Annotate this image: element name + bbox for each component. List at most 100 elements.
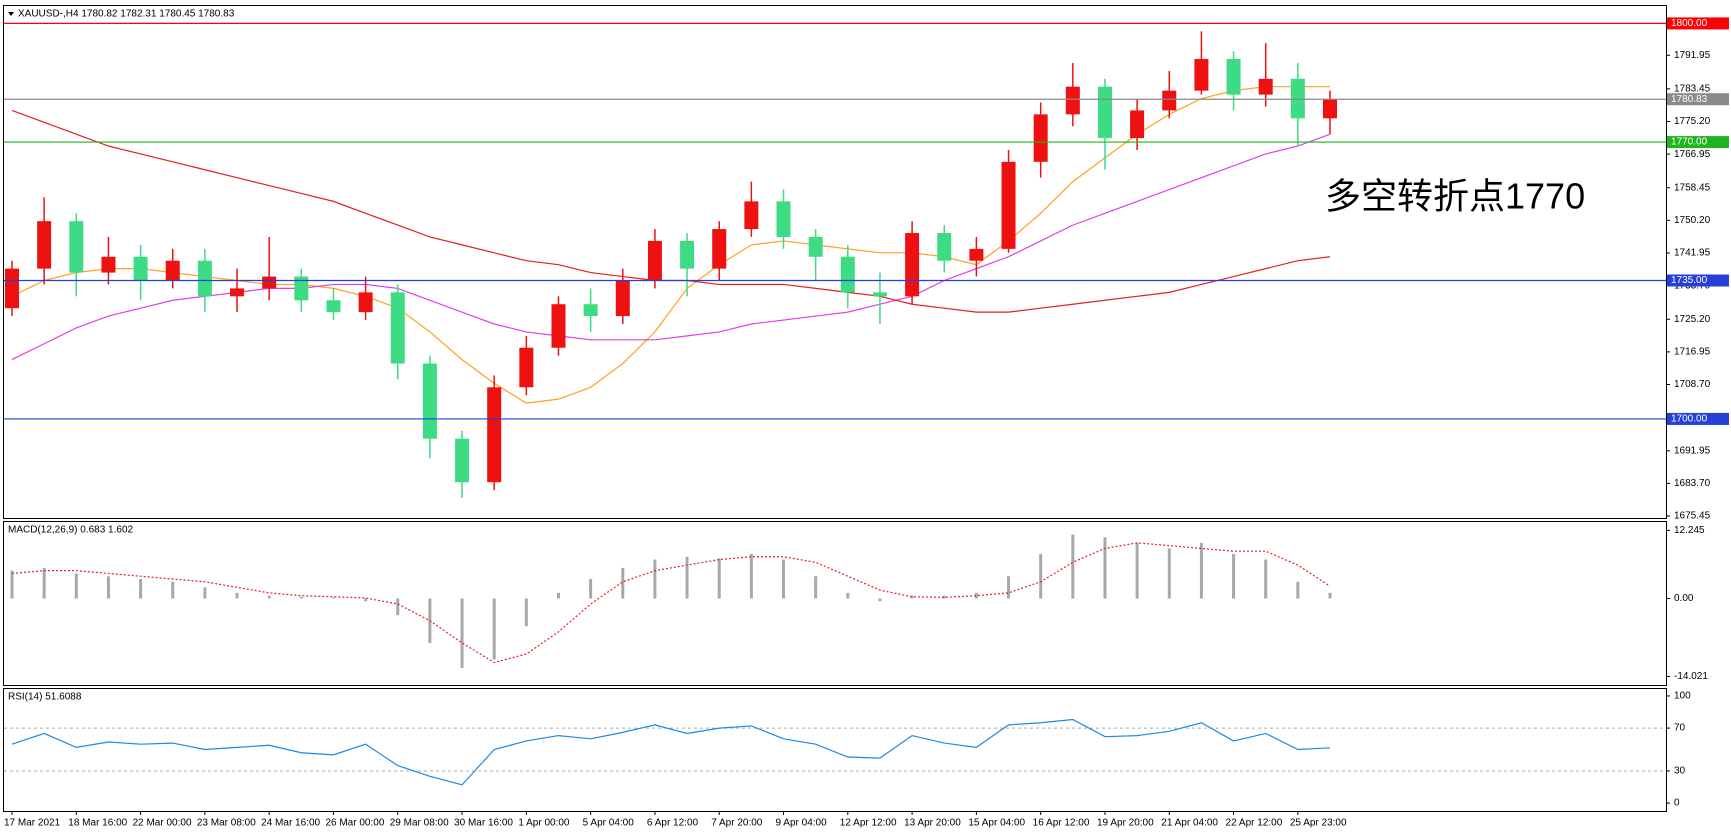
x-tick-label: 22 Apr 12:00 xyxy=(1226,818,1283,829)
x-tick-label: 16 Apr 12:00 xyxy=(1033,818,1090,829)
candle-body xyxy=(1226,58,1241,95)
rsi-header: RSI(14) 51.6088 xyxy=(8,692,82,703)
candle-body xyxy=(1001,161,1016,249)
level-label: 1735.00 xyxy=(1671,275,1708,286)
y-tick-label: 0.00 xyxy=(1674,593,1694,604)
candle-body xyxy=(1033,114,1048,162)
level-label: 1700.00 xyxy=(1671,414,1708,425)
x-tick-label: 29 Mar 08:00 xyxy=(390,818,449,829)
y-tick-label: 0 xyxy=(1674,798,1680,809)
level-label: 1780.83 xyxy=(1671,94,1708,105)
candle-body xyxy=(1130,110,1145,139)
x-tick-label: 15 Apr 04:00 xyxy=(968,818,1025,829)
x-tick-label: 7 Apr 20:00 xyxy=(711,818,763,829)
x-tick-label: 18 Mar 16:00 xyxy=(68,818,127,829)
main-panel xyxy=(3,5,1667,519)
candle-body xyxy=(390,292,405,364)
y-tick-label: 1791.95 xyxy=(1674,50,1711,61)
y-tick-label: 1675.45 xyxy=(1674,511,1711,522)
y-tick-label: 1725.20 xyxy=(1674,314,1711,325)
candle-body xyxy=(712,229,727,269)
candle-body xyxy=(840,256,855,293)
candle-body xyxy=(37,221,52,269)
candle-body xyxy=(1290,78,1305,119)
candle-body xyxy=(937,233,952,261)
candle-body xyxy=(969,248,984,261)
candle-body xyxy=(808,236,823,257)
x-tick-label: 17 Mar 2021 xyxy=(4,818,61,829)
y-tick-label: 1766.95 xyxy=(1674,149,1711,160)
candle-body xyxy=(615,280,630,317)
x-tick-label: 9 Apr 04:00 xyxy=(776,818,828,829)
candle-body xyxy=(872,292,887,297)
candle-body xyxy=(647,240,662,281)
candle-body xyxy=(551,304,566,348)
y-tick-label: 12.245 xyxy=(1674,525,1705,536)
x-tick-label: 23 Mar 08:00 xyxy=(197,818,256,829)
candle-body xyxy=(487,387,502,483)
candle-body xyxy=(744,201,759,230)
rsi-line xyxy=(11,718,1331,786)
y-tick-label: 1750.20 xyxy=(1674,215,1711,226)
y-tick-label: 1783.45 xyxy=(1674,84,1711,95)
candle-body xyxy=(5,268,19,309)
candle-body xyxy=(776,201,791,237)
candle-body xyxy=(326,300,341,313)
candle-body xyxy=(583,304,598,317)
candle-body xyxy=(1162,90,1177,111)
y-tick-label: 1683.70 xyxy=(1674,478,1711,489)
level-label: 1770.00 xyxy=(1671,137,1708,148)
moving-average xyxy=(11,86,1330,404)
y-tick-label: 30 xyxy=(1674,766,1686,777)
candle-body xyxy=(1065,86,1080,115)
x-tick-label: 6 Apr 12:00 xyxy=(647,818,699,829)
candle-body xyxy=(422,363,437,439)
level-label-box xyxy=(1667,136,1729,149)
macd-panel xyxy=(3,521,1667,686)
candle-body xyxy=(262,276,277,289)
x-tick-label: 12 Apr 12:00 xyxy=(840,818,897,829)
level-label-box xyxy=(1667,274,1729,287)
candle-body xyxy=(455,438,470,483)
y-tick-label: -14.021 xyxy=(1674,671,1708,682)
rsi-panel xyxy=(3,688,1667,812)
candle-body xyxy=(69,221,84,273)
signal-line xyxy=(11,542,1331,664)
y-tick-label: 1775.20 xyxy=(1674,116,1711,127)
candle-body xyxy=(1258,78,1273,95)
candle-body xyxy=(905,233,920,297)
x-tick-label: 13 Apr 20:00 xyxy=(904,818,961,829)
x-tick-label: 19 Apr 20:00 xyxy=(1097,818,1154,829)
candle-body xyxy=(519,347,534,388)
x-tick-label: 5 Apr 04:00 xyxy=(583,818,635,829)
candle-body xyxy=(1323,99,1337,119)
moving-average xyxy=(11,133,1331,361)
macd-header: MACD(12,26,9) 0.683 1.602 xyxy=(8,525,134,536)
y-tick-label: 1741.95 xyxy=(1674,248,1711,259)
level-label-box xyxy=(1667,412,1729,425)
x-tick-label: 22 Mar 00:00 xyxy=(133,818,192,829)
x-tick-label: 24 Mar 16:00 xyxy=(261,818,320,829)
candle-body xyxy=(230,288,245,297)
y-tick-label: 1708.70 xyxy=(1674,379,1711,390)
y-tick-label: 1691.95 xyxy=(1674,445,1711,456)
candle-body xyxy=(1194,58,1209,91)
menu-arrow[interactable] xyxy=(8,12,14,16)
candle-body xyxy=(294,276,309,301)
level-label-box xyxy=(1667,93,1729,106)
symbol-header: XAUUSD-,H4 1780.82 1782.31 1780.45 1780.… xyxy=(18,9,235,20)
candle-body xyxy=(197,260,212,297)
candle-body xyxy=(680,240,695,269)
candle-body xyxy=(101,256,116,273)
level-label-box xyxy=(1667,17,1729,30)
y-tick-label: 70 xyxy=(1674,723,1686,734)
annotation: 多空转折点1770 xyxy=(1325,176,1585,217)
candle-body xyxy=(165,260,180,281)
y-tick-label: 100 xyxy=(1674,691,1691,702)
candle-body xyxy=(1097,86,1112,139)
candle-body xyxy=(133,256,148,281)
y-tick-label: 1716.95 xyxy=(1674,347,1711,358)
x-tick-label: 30 Mar 16:00 xyxy=(454,818,513,829)
x-tick-label: 26 Mar 00:00 xyxy=(325,818,384,829)
